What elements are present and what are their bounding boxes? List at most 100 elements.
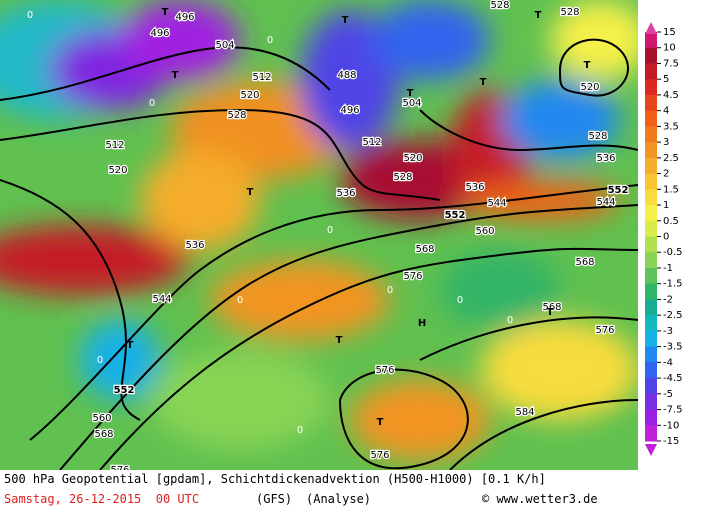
- zero-label: 0: [149, 98, 155, 109]
- legend-label: 1: [663, 200, 669, 211]
- pressure-center: T: [480, 77, 487, 88]
- legend-label: 4.5: [663, 90, 679, 101]
- zero-label: 0: [327, 225, 333, 236]
- pressure-center: T: [584, 60, 591, 71]
- zero-label: 0: [297, 425, 303, 436]
- legend-swatch: [645, 94, 657, 112]
- contour-label: 520: [240, 90, 259, 101]
- contour-label: 520: [108, 165, 127, 176]
- legend-swatch: [645, 110, 657, 127]
- contour-label: 584: [515, 407, 534, 418]
- legend-swatch: [645, 393, 657, 411]
- footer-kind: (Analyse): [306, 492, 372, 506]
- zero-label: 0: [237, 295, 243, 306]
- legend-label: -2.5: [663, 310, 683, 321]
- pressure-center: T: [336, 335, 343, 346]
- contour-label: 536: [596, 153, 615, 164]
- contour-label: 560: [92, 413, 111, 424]
- footer-date: Samstag, 26-12-2015 00 UTC: [4, 492, 200, 506]
- legend-label: -1: [663, 263, 673, 274]
- legend-swatch: [645, 157, 657, 175]
- legend-label: 3: [663, 137, 669, 148]
- legend-label: 2.5: [663, 153, 679, 164]
- contour-label: 528: [227, 110, 246, 121]
- contour-label: 512: [362, 137, 381, 148]
- legend-swatch: [645, 362, 657, 379]
- contour-label: 536: [465, 182, 484, 193]
- contour-label: 568: [542, 302, 561, 313]
- legend-label: -5: [663, 389, 673, 400]
- legend-label: 0.5: [663, 216, 679, 227]
- contour-label: 536: [336, 188, 355, 199]
- legend-label: -4.5: [663, 373, 683, 384]
- contour-label: 496: [340, 105, 359, 116]
- pressure-center: T: [162, 7, 169, 18]
- legend-label: -0.5: [663, 247, 683, 258]
- contour-label: 520: [580, 82, 599, 93]
- legend-swatch: [645, 409, 657, 426]
- contour-label: 560: [475, 226, 494, 237]
- contour-label: 496: [150, 28, 169, 39]
- legend-label: 2: [663, 169, 669, 180]
- legend-label: 5: [663, 74, 669, 85]
- zero-label: 0: [97, 355, 103, 366]
- legend-swatch: [645, 220, 657, 237]
- legend-swatch: [645, 330, 657, 348]
- legend-label: -15: [663, 436, 679, 447]
- legend-swatch: [645, 205, 657, 222]
- contour-label: 576: [110, 465, 129, 470]
- legend-swatch: [645, 283, 657, 300]
- contour-label: 504: [215, 40, 234, 51]
- contours: [0, 38, 638, 470]
- legend-swatch: [645, 79, 657, 96]
- footer-credit: © www.wetter3.de: [482, 492, 598, 506]
- pressure-center: T: [547, 307, 554, 318]
- legend-swatch: [645, 32, 657, 49]
- contour-label: 568: [415, 244, 434, 255]
- pressure-center: H: [418, 318, 426, 329]
- footer-title: 500 hPa Geopotential [gpdam], Schichtdic…: [4, 472, 546, 486]
- legend-swatch: [645, 189, 657, 206]
- legend-swatch: [645, 126, 657, 143]
- contour-label: 520: [403, 153, 422, 164]
- contour-label: 568: [94, 429, 113, 440]
- zero-label: 0: [507, 315, 513, 326]
- contour-label: 504: [402, 98, 421, 109]
- contour-label: 552: [114, 385, 135, 396]
- legend-swatch: [645, 142, 657, 159]
- pressure-center: T: [407, 88, 414, 99]
- legend-swatch: [645, 173, 657, 190]
- contour-label: 496: [175, 12, 194, 23]
- contour-label: 552: [608, 185, 629, 196]
- legend-swatch: [645, 267, 657, 285]
- zero-label: 0: [267, 35, 273, 46]
- legend-label: -7.5: [663, 405, 683, 416]
- weather-map: 4964965045125205284884965045125205285365…: [0, 0, 683, 477]
- legend-swatch: [645, 63, 657, 80]
- contour-label: 552: [445, 210, 466, 221]
- legend-label: -3: [663, 326, 673, 337]
- pressure-center: T: [377, 417, 384, 428]
- contour-label: 576: [403, 271, 422, 282]
- legend-label: -2: [663, 294, 673, 305]
- legend-label: -1.5: [663, 279, 683, 290]
- zero-label: 0: [387, 285, 393, 296]
- pressure-center: T: [342, 15, 349, 26]
- contour-label: 528: [560, 7, 579, 18]
- legend-swatch: [645, 252, 657, 269]
- pressure-center: T: [247, 187, 254, 198]
- contour-label: 528: [393, 172, 412, 183]
- legend-label: -10: [663, 420, 679, 431]
- legend-label: 3.5: [663, 121, 679, 132]
- contour-label: 576: [375, 365, 394, 376]
- legend-label: 7.5: [663, 58, 679, 69]
- contour-label: 536: [185, 240, 204, 251]
- legend-label: 15: [663, 27, 676, 38]
- legend-label: 10: [663, 43, 676, 54]
- legend-label: -4: [663, 357, 673, 368]
- pressure-center: T: [172, 70, 179, 81]
- contour-label: 544: [487, 198, 506, 209]
- contour-label: 568: [575, 257, 594, 268]
- zero-label: 0: [27, 10, 33, 21]
